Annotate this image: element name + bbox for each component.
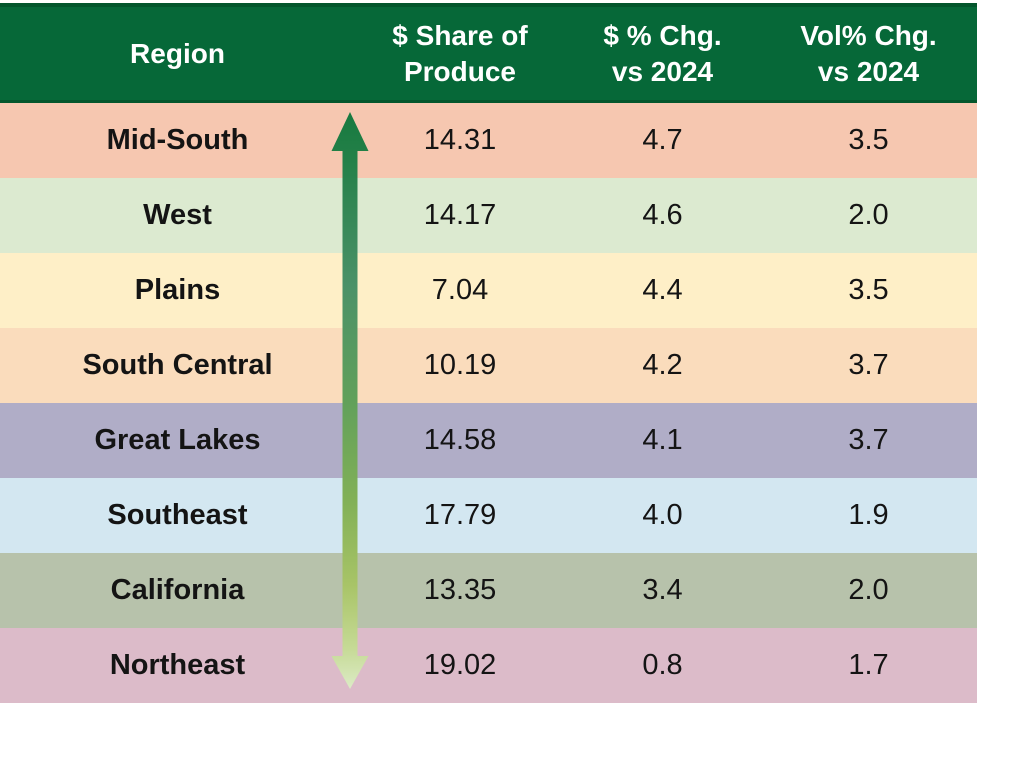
share-value: 19.02 [423, 649, 497, 681]
share-value: 14.17 [423, 199, 497, 231]
region-label: West [143, 199, 212, 231]
vol-chg-value: 3.7 [848, 424, 889, 456]
vol-chg-value: 1.9 [848, 499, 889, 531]
region-label: Mid-South [106, 124, 249, 156]
dollar-chg-value: 3.4 [642, 574, 683, 606]
region-label: Great Lakes [94, 424, 261, 456]
dollar-chg-value: 4.4 [642, 274, 683, 306]
table-row-south-central: South Central 10.19 4.2 3.7 [0, 328, 977, 403]
table-header-row: Region $ Share of Produce $ % Chg. vs 20… [0, 3, 977, 103]
dollar-chg-value: 4.0 [642, 499, 683, 531]
header-vol-pct-chg: Vol% Chg. vs 2024 [800, 19, 937, 87]
region-data-table: Region $ Share of Produce $ % Chg. vs 20… [0, 3, 977, 703]
dollar-chg-value: 0.8 [642, 649, 683, 681]
vol-chg-value: 1.7 [848, 649, 889, 681]
table-row-west: West 14.17 4.6 2.0 [0, 178, 977, 253]
share-value: 13.35 [423, 574, 497, 606]
dollar-chg-value: 4.6 [642, 199, 683, 231]
dollar-chg-value: 4.2 [642, 349, 683, 381]
table-row-great-lakes: Great Lakes 14.58 4.1 3.7 [0, 403, 977, 478]
vol-chg-value: 3.7 [848, 349, 889, 381]
table-row-mid-south: Mid-South 14.31 4.7 3.5 [0, 103, 977, 178]
vol-chg-value: 2.0 [848, 199, 889, 231]
share-value: 14.31 [423, 124, 497, 156]
dollar-chg-value: 4.7 [642, 124, 683, 156]
table-row-plains: Plains 7.04 4.4 3.5 [0, 253, 977, 328]
share-value: 7.04 [431, 274, 489, 306]
share-value: 10.19 [423, 349, 497, 381]
vol-chg-value: 3.5 [848, 274, 889, 306]
table-row-northeast: Northeast 19.02 0.8 1.7 [0, 628, 977, 703]
table-row-california: California 13.35 3.4 2.0 [0, 553, 977, 628]
header-share-of-produce: $ Share of Produce [392, 19, 528, 87]
share-value: 17.79 [423, 499, 497, 531]
table-row-southeast: Southeast 17.79 4.0 1.9 [0, 478, 977, 553]
region-label: Plains [134, 274, 221, 306]
header-region: Region [130, 37, 225, 69]
vol-chg-value: 2.0 [848, 574, 889, 606]
region-label: Southeast [107, 499, 248, 531]
region-label: Northeast [109, 649, 246, 681]
header-dollar-pct-chg: $ % Chg. vs 2024 [603, 19, 722, 87]
region-label: South Central [82, 349, 273, 381]
dollar-chg-value: 4.1 [642, 424, 683, 456]
vol-chg-value: 3.5 [848, 124, 889, 156]
region-label: California [110, 574, 245, 606]
share-value: 14.58 [423, 424, 497, 456]
